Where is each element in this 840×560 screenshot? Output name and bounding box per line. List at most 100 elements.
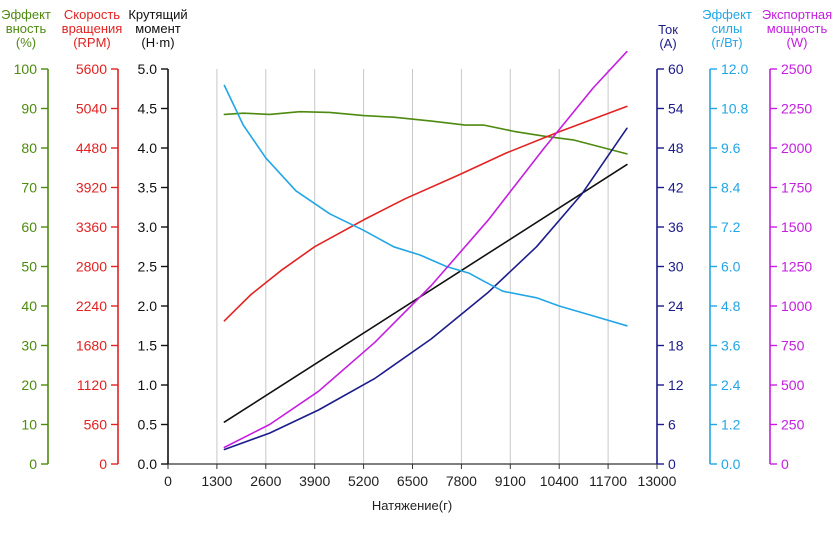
speed-series-line	[223, 105, 628, 322]
torque-tick-label: 3.0	[138, 219, 158, 235]
speed-tick-label: 2800	[76, 259, 107, 275]
force_efficiency-tick-label: 0.0	[721, 456, 741, 472]
axes-group: 0 1300 2600 3900 5200 6500 7800 9100 10400 11700 1…	[14, 61, 813, 489]
speed-tick-label: 0	[99, 456, 107, 472]
current-tick-label: 18	[668, 338, 684, 354]
x-tick-label: 13000	[638, 473, 677, 489]
speed-tick-label: 3920	[76, 180, 107, 196]
power-tick-label: 1750	[781, 180, 812, 196]
series-group	[223, 50, 628, 451]
current-tick-label: 48	[668, 140, 684, 156]
power-tick-label: 1500	[781, 219, 812, 235]
x-axis-label: Натяжение(г)	[372, 498, 452, 513]
power-tick-label: 0	[781, 456, 789, 472]
power-axis-header: мощность	[767, 21, 828, 36]
speed-axis-header: вращения	[62, 21, 123, 36]
torque-tick-label: 0.5	[138, 417, 158, 433]
force_efficiency-series-line	[223, 84, 628, 327]
current-tick-label: 60	[668, 61, 684, 77]
current-tick-label: 36	[668, 219, 684, 235]
power-axis-header: (W)	[787, 35, 808, 50]
power-tick-label: 2250	[781, 101, 812, 117]
efficiency-axis-header: Эффект	[1, 7, 51, 22]
current-tick-label: 42	[668, 180, 684, 196]
efficiency-tick-label: 100	[14, 61, 38, 77]
speed-tick-label: 1120	[77, 377, 107, 393]
speed-tick-label: 3360	[76, 219, 107, 235]
power-tick-label: 2500	[781, 61, 812, 77]
torque-tick-label: 4.5	[138, 101, 158, 117]
power-tick-label: 1000	[781, 298, 812, 314]
power-tick-label: 250	[781, 417, 805, 433]
speed-axis-header: Скорость	[64, 7, 120, 22]
force_efficiency-tick-label: 12.0	[721, 61, 748, 77]
torque-tick-label: 5.0	[138, 61, 158, 77]
x-tick-label: 5200	[348, 473, 379, 489]
torque-series-line	[223, 163, 628, 423]
x-tick-label: 2600	[250, 473, 281, 489]
power-series-line	[223, 50, 628, 449]
current-tick-label: 54	[668, 101, 684, 117]
current-axis-header: Ток	[658, 22, 678, 37]
current-tick-label: 30	[668, 259, 684, 275]
efficiency-tick-label: 80	[21, 140, 37, 156]
power-tick-label: 500	[781, 377, 805, 393]
speed-tick-label: 4480	[76, 140, 107, 156]
force_efficiency-tick-label: 10.8	[721, 101, 748, 117]
efficiency-tick-label: 10	[21, 417, 37, 433]
torque-tick-label: 2.5	[138, 259, 158, 275]
force_efficiency-tick-label: 3.6	[721, 338, 741, 354]
efficiency-axis-header: вность	[6, 21, 47, 36]
current-tick-label: 0	[668, 456, 676, 472]
x-tick-label: 9100	[495, 473, 526, 489]
x-tick-label: 0	[164, 473, 172, 489]
force_efficiency-tick-label: 4.8	[721, 298, 741, 314]
force_efficiency-tick-label: 6.0	[721, 259, 741, 275]
efficiency-series-line	[223, 110, 628, 155]
force_efficiency-axis-header: Эффект	[702, 7, 752, 22]
torque-axis-header: (Н·m)	[141, 35, 174, 50]
speed-tick-label: 5600	[76, 61, 107, 77]
current-tick-label: 12	[668, 377, 684, 393]
x-tick-label: 1300	[201, 473, 232, 489]
current-tick-label: 6	[668, 417, 676, 433]
efficiency-tick-label: 70	[21, 180, 37, 196]
torque-tick-label: 2.0	[138, 298, 158, 314]
force_efficiency-tick-label: 8.4	[721, 180, 741, 196]
torque-tick-label: 0.0	[138, 456, 158, 472]
efficiency-tick-label: 20	[21, 377, 37, 393]
force_efficiency-tick-label: 7.2	[721, 219, 741, 235]
torque-tick-label: 1.5	[138, 338, 158, 354]
power-tick-label: 750	[781, 338, 805, 354]
current-axis-header: (A)	[659, 36, 676, 51]
efficiency-tick-label: 30	[21, 338, 37, 354]
power-axis-header: Экспортная	[762, 7, 832, 22]
efficiency-tick-label: 50	[21, 259, 37, 275]
torque-tick-label: 1.0	[138, 377, 158, 393]
speed-tick-label: 560	[84, 417, 108, 433]
force_efficiency-axis-header: (г/Вт)	[711, 35, 742, 50]
efficiency-tick-label: 0	[29, 456, 37, 472]
force_efficiency-tick-label: 9.6	[721, 140, 741, 156]
axis-headers: Эффектвность(%)Скоростьвращения(RPM)Крут…	[1, 7, 832, 51]
x-tick-label: 11700	[589, 473, 627, 489]
x-tick-label: 7800	[446, 473, 477, 489]
x-tick-label: 10400	[540, 473, 579, 489]
torque-tick-label: 4.0	[138, 140, 158, 156]
force_efficiency-tick-label: 2.4	[721, 377, 741, 393]
speed-tick-label: 5040	[76, 101, 107, 117]
x-tick-label: 6500	[397, 473, 428, 489]
force_efficiency-axis-header: силы	[712, 21, 743, 36]
torque-tick-label: 3.5	[138, 180, 158, 196]
power-tick-label: 2000	[781, 140, 812, 156]
efficiency-tick-label: 90	[21, 101, 37, 117]
efficiency-tick-label: 40	[21, 298, 37, 314]
speed-tick-label: 1680	[76, 338, 107, 354]
power-tick-label: 1250	[781, 259, 812, 275]
current-tick-label: 24	[668, 298, 684, 314]
vertical-grid	[216, 69, 609, 464]
x-tick-label: 3900	[299, 473, 330, 489]
current-series-line	[223, 127, 628, 451]
force_efficiency-tick-label: 1.2	[721, 417, 741, 433]
efficiency-tick-label: 60	[21, 219, 37, 235]
